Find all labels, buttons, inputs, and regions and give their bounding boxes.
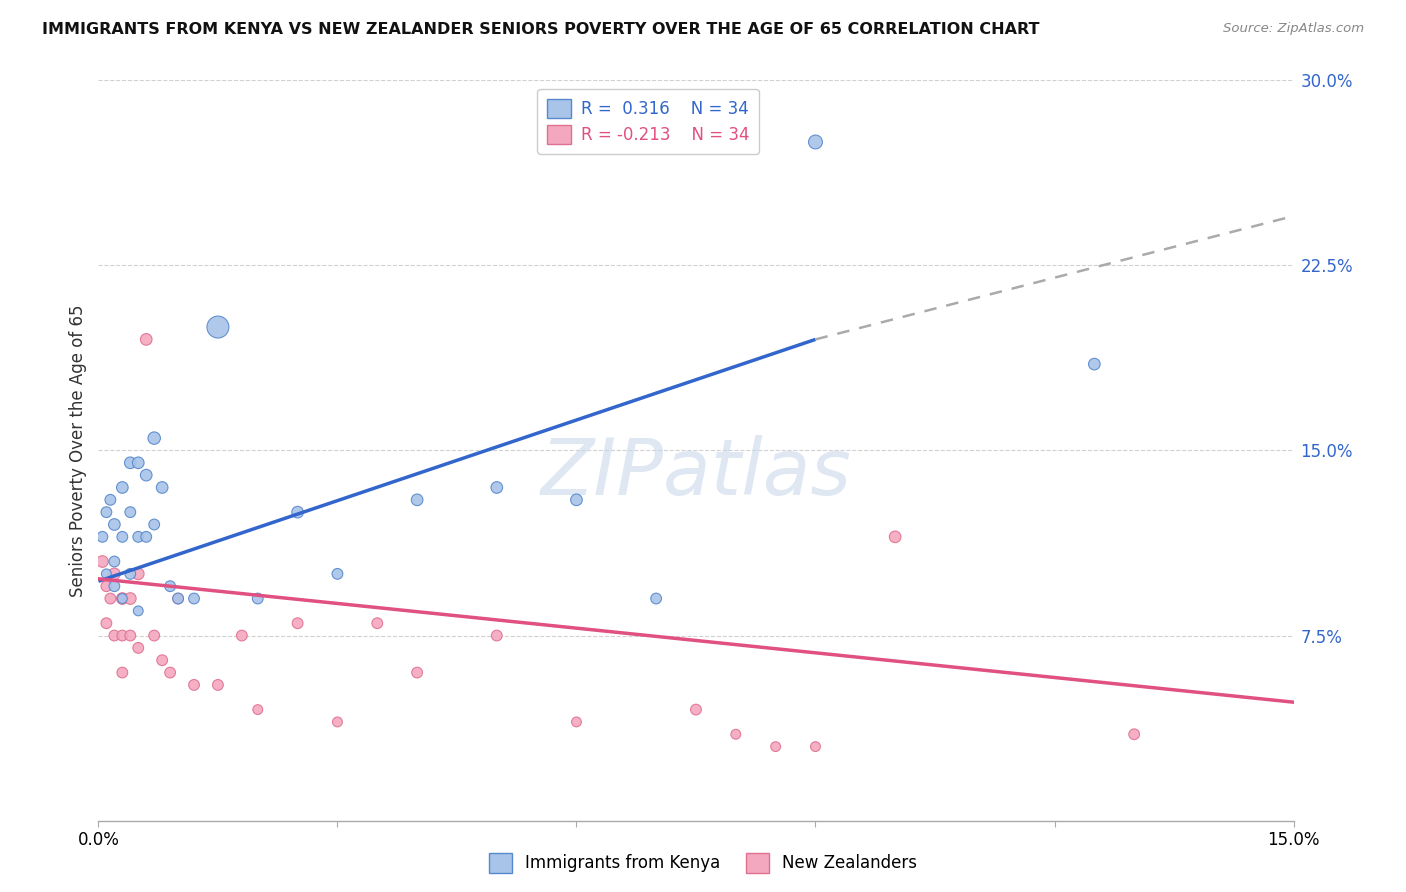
Point: [804, 739, 827, 754]
Point: [143, 431, 166, 445]
Point: [366, 616, 388, 631]
Point: [96, 566, 118, 581]
Point: [685, 703, 707, 717]
Point: [111, 591, 134, 606]
Legend: R =  0.316    N = 34, R = -0.213    N = 34: R = 0.316 N = 34, R = -0.213 N = 34: [537, 88, 759, 153]
Text: Source: ZipAtlas.com: Source: ZipAtlas.com: [1223, 22, 1364, 36]
Point: [167, 591, 190, 606]
Point: [103, 566, 125, 581]
Point: [120, 591, 142, 606]
Point: [485, 480, 508, 494]
Point: [143, 517, 166, 532]
Point: [103, 628, 125, 642]
Point: [246, 703, 269, 717]
Point: [406, 492, 429, 507]
Point: [326, 566, 349, 581]
Point: [120, 505, 142, 519]
Point: [103, 517, 125, 532]
Point: [150, 653, 173, 667]
Point: [96, 505, 118, 519]
Point: [135, 530, 157, 544]
Point: [167, 591, 190, 606]
Point: [1123, 727, 1146, 741]
Text: IMMIGRANTS FROM KENYA VS NEW ZEALANDER SENIORS POVERTY OVER THE AGE OF 65 CORREL: IMMIGRANTS FROM KENYA VS NEW ZEALANDER S…: [42, 22, 1039, 37]
Point: [207, 678, 229, 692]
Point: [120, 628, 142, 642]
Point: [1083, 357, 1105, 371]
Point: [91, 555, 114, 569]
Point: [135, 332, 157, 346]
Point: [103, 555, 125, 569]
Point: [150, 480, 173, 494]
Point: [287, 505, 309, 519]
Point: [111, 628, 134, 642]
Point: [91, 530, 114, 544]
Point: [96, 616, 118, 631]
Point: [287, 616, 309, 631]
Point: [183, 591, 205, 606]
Point: [103, 579, 125, 593]
Point: [884, 530, 907, 544]
Point: [565, 492, 588, 507]
Point: [135, 468, 157, 483]
Point: [645, 591, 668, 606]
Point: [406, 665, 429, 680]
Point: [724, 727, 747, 741]
Point: [111, 591, 134, 606]
Point: [111, 665, 134, 680]
Point: [765, 739, 787, 754]
Point: [565, 714, 588, 729]
Point: [120, 456, 142, 470]
Point: [246, 591, 269, 606]
Point: [231, 628, 253, 642]
Point: [111, 530, 134, 544]
Text: ZIPatlas: ZIPatlas: [540, 434, 852, 511]
Point: [127, 566, 149, 581]
Point: [127, 530, 149, 544]
Point: [111, 480, 134, 494]
Point: [98, 492, 122, 507]
Point: [207, 320, 229, 334]
Point: [159, 579, 181, 593]
Point: [326, 714, 349, 729]
Point: [183, 678, 205, 692]
Point: [127, 456, 149, 470]
Point: [804, 135, 827, 149]
Point: [98, 591, 122, 606]
Point: [159, 665, 181, 680]
Y-axis label: Seniors Poverty Over the Age of 65: Seniors Poverty Over the Age of 65: [69, 304, 87, 597]
Point: [127, 640, 149, 655]
Point: [120, 566, 142, 581]
Legend: Immigrants from Kenya, New Zealanders: Immigrants from Kenya, New Zealanders: [482, 847, 924, 880]
Point: [143, 628, 166, 642]
Point: [127, 604, 149, 618]
Point: [96, 579, 118, 593]
Point: [485, 628, 508, 642]
